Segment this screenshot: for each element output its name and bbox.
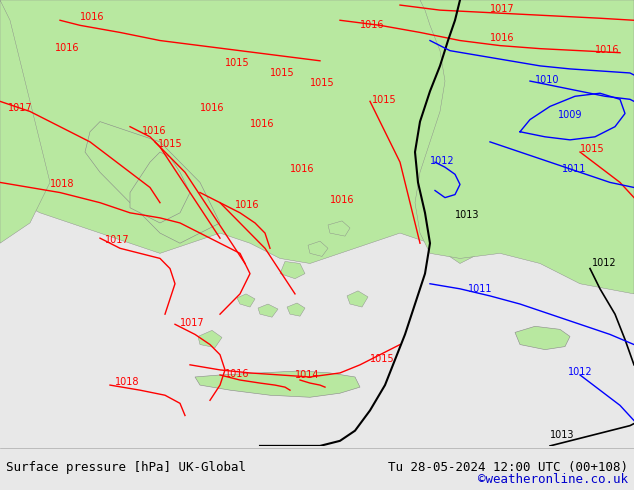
Text: 1012: 1012 (592, 258, 617, 268)
Text: 1015: 1015 (310, 78, 335, 88)
Text: 1015: 1015 (372, 96, 397, 105)
Text: 1011: 1011 (562, 164, 586, 174)
Text: 1018: 1018 (50, 179, 75, 190)
Text: 1010: 1010 (535, 75, 559, 85)
Text: ©weatheronline.co.uk: ©weatheronline.co.uk (477, 472, 628, 486)
Polygon shape (237, 294, 255, 307)
Text: 1017: 1017 (490, 4, 515, 14)
Text: 1016: 1016 (250, 119, 275, 129)
Text: 1015: 1015 (580, 144, 605, 154)
Text: 1015: 1015 (270, 68, 295, 78)
Text: 1017: 1017 (180, 318, 205, 328)
Text: 1016: 1016 (330, 195, 354, 205)
Polygon shape (308, 241, 328, 256)
Polygon shape (287, 303, 305, 316)
Text: 1016: 1016 (360, 21, 384, 30)
Polygon shape (130, 152, 190, 223)
Text: 1014: 1014 (295, 370, 320, 380)
Text: 1016: 1016 (235, 200, 259, 210)
Polygon shape (328, 221, 350, 236)
Text: 1013: 1013 (550, 430, 574, 440)
Polygon shape (195, 371, 360, 397)
Polygon shape (258, 304, 278, 317)
Text: 1009: 1009 (558, 110, 583, 120)
Text: 1012: 1012 (568, 367, 593, 377)
Text: 1017: 1017 (105, 235, 129, 245)
Text: 1015: 1015 (370, 354, 394, 364)
Polygon shape (0, 0, 50, 243)
Text: 1011: 1011 (468, 284, 493, 294)
Text: 1016: 1016 (225, 369, 250, 379)
Polygon shape (198, 330, 222, 347)
Text: 1016: 1016 (55, 43, 79, 52)
Text: 1018: 1018 (115, 377, 139, 387)
Text: 1016: 1016 (490, 32, 515, 43)
Text: 1015: 1015 (225, 58, 250, 68)
Text: 1016: 1016 (80, 12, 105, 22)
Text: 1016: 1016 (290, 164, 314, 174)
Polygon shape (85, 122, 220, 243)
Text: 1016: 1016 (200, 103, 224, 114)
Polygon shape (515, 326, 570, 350)
Polygon shape (280, 262, 305, 279)
Text: 1016: 1016 (142, 126, 167, 136)
Text: Tu 28-05-2024 12:00 UTC (00+108): Tu 28-05-2024 12:00 UTC (00+108) (387, 462, 628, 474)
Text: 1015: 1015 (158, 139, 183, 149)
Text: 1013: 1013 (455, 210, 479, 220)
Polygon shape (347, 291, 368, 307)
Polygon shape (0, 0, 634, 264)
Text: Surface pressure [hPa] UK-Global: Surface pressure [hPa] UK-Global (6, 462, 247, 474)
Polygon shape (415, 0, 634, 294)
Text: 1016: 1016 (595, 45, 619, 55)
Text: 1017: 1017 (8, 103, 32, 114)
Text: 1012: 1012 (430, 156, 455, 166)
